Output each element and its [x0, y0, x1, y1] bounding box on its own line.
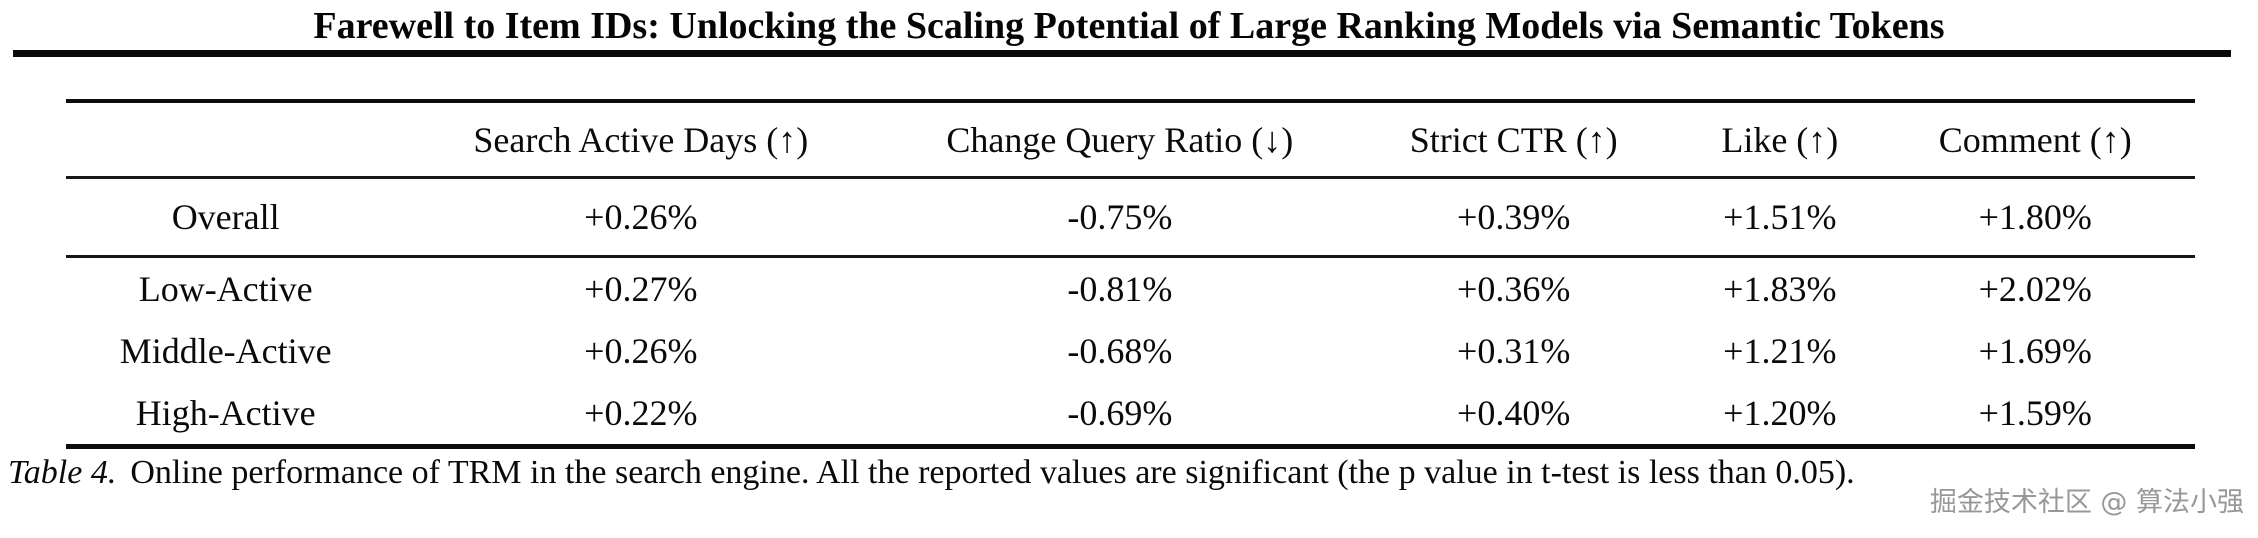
- table-header-row: Search Active Days (↑) Change Query Rati…: [66, 103, 2195, 176]
- cell-value: +1.59%: [1978, 393, 2092, 433]
- cell-value: +1.51%: [1723, 197, 1837, 237]
- header-strict-ctr: Strict CTR (↑): [1409, 119, 1618, 160]
- results-table: Search Active Days (↑) Change Query Rati…: [66, 99, 2195, 449]
- cell-value: +0.31%: [1457, 331, 1571, 371]
- table-row-high-active: High-Active +0.22% -0.69% +0.40% +1.20% …: [66, 382, 2195, 444]
- cell-value: -0.69%: [1067, 393, 1173, 433]
- cell-value: +0.26%: [584, 331, 698, 371]
- cell-value: +0.26%: [584, 197, 698, 237]
- row-label: Low-Active: [138, 269, 313, 309]
- table-mid-rule: [66, 255, 2195, 258]
- title-rule: [13, 50, 2231, 57]
- cell-value: +0.27%: [584, 269, 698, 309]
- header-like: Like (↑): [1721, 119, 1839, 160]
- table-mid-rule: [66, 176, 2195, 179]
- cell-value: +1.80%: [1978, 197, 2092, 237]
- cell-value: -0.68%: [1067, 331, 1173, 371]
- cell-value: +1.21%: [1723, 331, 1837, 371]
- cell-value: +0.36%: [1457, 269, 1571, 309]
- header-search-active-days: Search Active Days (↑): [473, 119, 809, 160]
- cell-value: +2.02%: [1978, 269, 2092, 309]
- row-label: Overall: [171, 197, 280, 237]
- header-comment: Comment (↑): [1938, 119, 2132, 160]
- cell-value: +1.20%: [1723, 393, 1837, 433]
- row-label: Middle-Active: [119, 331, 332, 371]
- cell-value: +0.22%: [584, 393, 698, 433]
- cell-value: +0.40%: [1457, 393, 1571, 433]
- table-row-low-active: Low-Active +0.27% -0.81% +0.36% +1.83% +…: [66, 258, 2195, 320]
- table-row-overall: Overall +0.26% -0.75% +0.39% +1.51% +1.8…: [66, 179, 2195, 255]
- cell-value: +0.39%: [1457, 197, 1571, 237]
- paper-title: Farewell to Item IDs: Unlocking the Scal…: [313, 5, 1945, 47]
- cell-value: -0.81%: [1067, 269, 1173, 309]
- row-label: High-Active: [135, 393, 316, 433]
- watermark: 掘金技术社区 @ 算法小强: [1929, 487, 2244, 518]
- caption-label: Table 4.: [8, 454, 117, 491]
- table-row-middle-active: Middle-Active +0.26% -0.68% +0.31% +1.21…: [66, 320, 2195, 382]
- cell-value: +1.83%: [1723, 269, 1837, 309]
- caption-text: Online performance of TRM in the search …: [130, 454, 1855, 491]
- table-bottom-rule: [66, 444, 2195, 449]
- cell-value: +1.69%: [1978, 331, 2092, 371]
- table-top-rule: [66, 99, 2195, 103]
- cell-value: -0.75%: [1067, 197, 1173, 237]
- table-caption: Table 4. Online performance of TRM in the…: [8, 452, 2252, 494]
- header-change-query-ratio: Change Query Ratio (↓): [946, 119, 1294, 160]
